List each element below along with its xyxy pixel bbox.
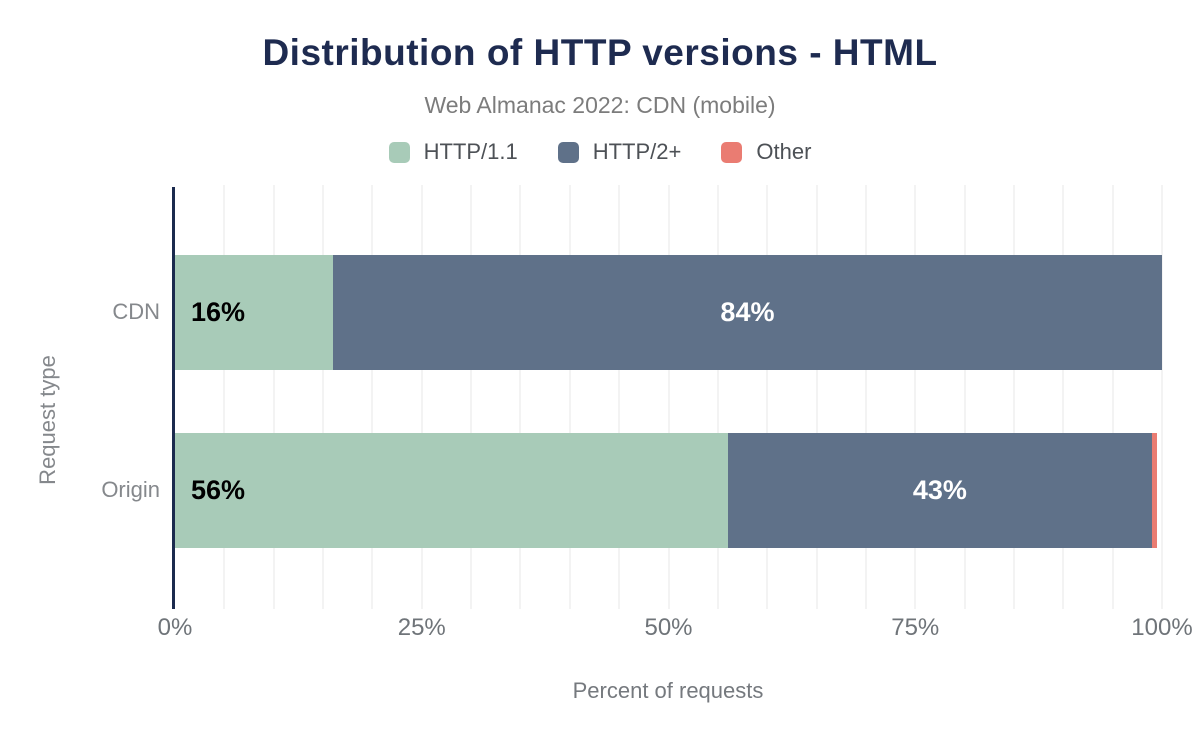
legend-item-http-1-1[interactable]: HTTP/1.1 xyxy=(388,139,518,165)
x-tick-label: 100% xyxy=(1131,614,1193,641)
gridline xyxy=(322,185,325,609)
y-axis-line xyxy=(172,187,175,609)
gridline xyxy=(568,185,571,609)
plot-area: 16% 84% 56% 43% xyxy=(172,185,1163,609)
category-label-cdn: CDN xyxy=(112,299,160,324)
x-tick-label: 0% xyxy=(157,614,193,641)
gridline xyxy=(272,185,275,609)
gridline xyxy=(618,185,621,609)
gridline xyxy=(420,185,423,609)
gridline xyxy=(519,185,522,609)
legend-label: Other xyxy=(756,139,812,164)
legend-swatch-icon xyxy=(721,141,743,163)
gridline xyxy=(667,185,670,609)
chart-title: Distribution of HTTP versions - HTML xyxy=(262,32,938,73)
x-tick-label: 75% xyxy=(891,614,940,641)
data-label: 43% xyxy=(912,475,967,505)
gridline xyxy=(716,185,719,609)
gridline xyxy=(1062,185,1065,609)
legend-swatch-icon xyxy=(388,141,410,163)
bar-origin-segment-http-2[interactable]: 43% xyxy=(727,433,1153,548)
legend-item-other[interactable]: Other xyxy=(721,139,811,165)
legend-swatch-icon xyxy=(557,141,579,163)
gridline xyxy=(815,185,818,609)
data-label: 56% xyxy=(191,475,246,505)
gridline xyxy=(766,185,769,609)
category-label-origin: Origin xyxy=(101,477,160,502)
gridline xyxy=(1012,185,1015,609)
x-tick-label: 50% xyxy=(644,614,693,641)
legend: HTTP/1.1 HTTP/2+ Other xyxy=(0,139,1200,165)
bar-origin-segment-http-1-1[interactable]: 56% xyxy=(175,433,728,548)
gridline xyxy=(470,185,473,609)
bar-cdn-segment-http-1-1[interactable]: 16% xyxy=(175,255,333,370)
legend-label: HTTP/2+ xyxy=(592,139,682,164)
bar-origin: 56% 43% xyxy=(175,433,1162,548)
gridline xyxy=(963,185,966,609)
gridline xyxy=(864,185,867,609)
gridline xyxy=(371,185,374,609)
bar-origin-segment-other[interactable] xyxy=(1152,433,1158,548)
bar-cdn-segment-http-2[interactable]: 84% xyxy=(332,255,1162,370)
legend-item-http-2[interactable]: HTTP/2+ xyxy=(557,139,682,165)
data-label: 84% xyxy=(720,297,775,327)
gridline xyxy=(1161,185,1163,609)
legend-label: HTTP/1.1 xyxy=(423,139,518,164)
gridline xyxy=(1111,185,1114,609)
chart-subtitle: Web Almanac 2022: CDN (mobile) xyxy=(424,92,776,118)
gridline xyxy=(223,185,226,609)
x-axis-title: Percent of requests xyxy=(572,678,764,703)
bar-cdn: 16% 84% xyxy=(175,255,1162,370)
x-axis-ticks: 0% 25% 50% 75% 100% xyxy=(158,614,1193,644)
y-axis-title: Request type xyxy=(35,355,60,485)
data-label: 16% xyxy=(191,297,246,327)
x-tick-label: 25% xyxy=(397,614,446,641)
gridline xyxy=(914,185,917,609)
